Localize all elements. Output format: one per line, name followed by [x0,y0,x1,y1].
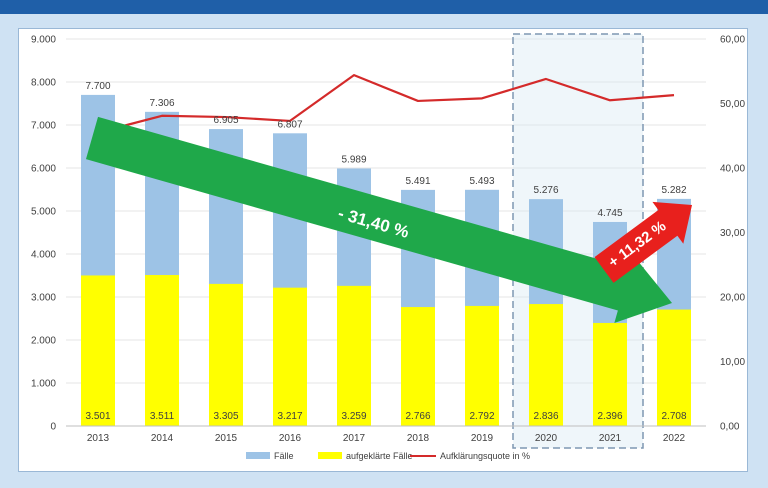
label-aufgeklaerte-faelle: 3.305 [213,411,238,422]
y-tick-label: 6.000 [31,164,56,175]
x-tick-label: 2015 [215,433,238,444]
x-tick-label: 2017 [343,433,366,444]
y-tick-label: 1.000 [31,379,56,390]
x-axis: 2013 2014 2015 2016 2017 2018 2019 2020 2021 2022 [66,425,706,444]
y2-tick-label: 60,00 [720,35,745,46]
bar-aufgeklaerte-faelle [337,285,371,426]
bar-aufgeklaerte-faelle [209,283,243,426]
bar-aufgeklaerte-faelle [593,322,627,426]
label-faelle: 5.282 [661,185,686,196]
label-faelle: 5.491 [405,176,430,187]
y-axis-left: 0 1.000 2.000 3.000 4.000 5.000 6.000 7.000 8.00… [31,35,56,433]
label-faelle: 7.700 [85,81,110,92]
bar-aufgeklaerte-faelle [465,305,499,426]
label-faelle: 5.989 [341,154,366,165]
x-tick-label: 2022 [663,433,686,444]
x-tick-label: 2020 [535,433,558,444]
label-aufgeklaerte-faelle: 3.259 [341,411,366,422]
x-tick-label: 2019 [471,433,494,444]
legend: Fälle aufgeklärte Fälle Aufklärungsquote i… [246,451,530,461]
legend-label-aufgeklaerte-faelle: aufgeklärte Fälle [346,451,413,461]
bar-aufgeklaerte-faelle [273,287,307,426]
y2-tick-label: 10,00 [720,357,745,368]
label-aufgeklaerte-faelle: 2.836 [533,411,558,422]
y-tick-label: 5.000 [31,207,56,218]
y-tick-label: 3.000 [31,293,56,304]
label-faelle: 6.905 [213,115,238,126]
bar-aufgeklaerte-faelle [401,307,435,426]
label-aufgeklaerte-faelle: 2.708 [661,411,686,422]
y-tick-label: 7.000 [31,121,56,132]
y-tick-label: 9.000 [31,35,56,46]
bar-aufgeklaerte-faelle [145,275,179,426]
label-aufgeklaerte-faelle: 2.766 [405,411,430,422]
x-tick-label: 2018 [407,433,430,444]
label-aufgeklaerte-faelle: 3.217 [277,411,302,422]
y-axis-right: 0,00 10,00 20,00 30,00 40,00 50,00 60,00 [720,35,745,433]
quote-polyline [97,74,675,134]
y-tick-label: 0 [50,422,56,433]
bar-aufgeklaerte-faelle [81,275,115,426]
legend-swatch-aufgeklaerte-faelle [318,452,342,459]
label-aufgeklaerte-faelle: 3.501 [85,411,110,422]
increase-arrow [594,201,692,283]
y2-tick-label: 20,00 [720,293,745,304]
x-tick-label: 2021 [599,433,622,444]
x-tick-label: 2013 [87,433,110,444]
value-labels: 7.700 3.501 7.306 3.511 6.905 3.305 6.807 3.217… [85,81,686,422]
y2-tick-label: 0,00 [720,422,740,433]
quote-line [97,74,675,134]
x-tick-label: 2016 [279,433,302,444]
legend-label-quote: Aufklärungsquote in % [440,451,530,461]
label-aufgeklaerte-faelle: 2.792 [469,411,494,422]
label-aufgeklaerte-faelle: 3.511 [150,411,175,422]
y-tick-label: 2.000 [31,336,56,347]
label-aufgeklaerte-faelle: 2.396 [597,411,622,422]
y2-tick-label: 40,00 [720,164,745,175]
label-faelle: 5.276 [533,185,558,196]
bar-aufgeklaerte-faelle [657,309,691,426]
bar-aufgeklaerte-faelle [529,304,563,426]
bars [81,94,691,427]
label-faelle: 4.745 [597,208,622,219]
header-bar [0,0,768,14]
legend-swatch-faelle [246,452,270,459]
decrease-arrow [85,116,673,323]
y-tick-label: 8.000 [31,78,56,89]
y-tick-label: 4.000 [31,250,56,261]
x-tick-label: 2014 [151,433,174,444]
label-faelle: 7.306 [149,98,174,109]
trend-arrows: - 31,40 % + 11,32 % [85,116,692,323]
y2-tick-label: 50,00 [720,99,745,110]
label-faelle: 5.493 [469,176,494,187]
y2-tick-label: 30,00 [720,228,745,239]
legend-label-faelle: Fälle [274,451,294,461]
label-faelle: 6.807 [277,119,302,130]
